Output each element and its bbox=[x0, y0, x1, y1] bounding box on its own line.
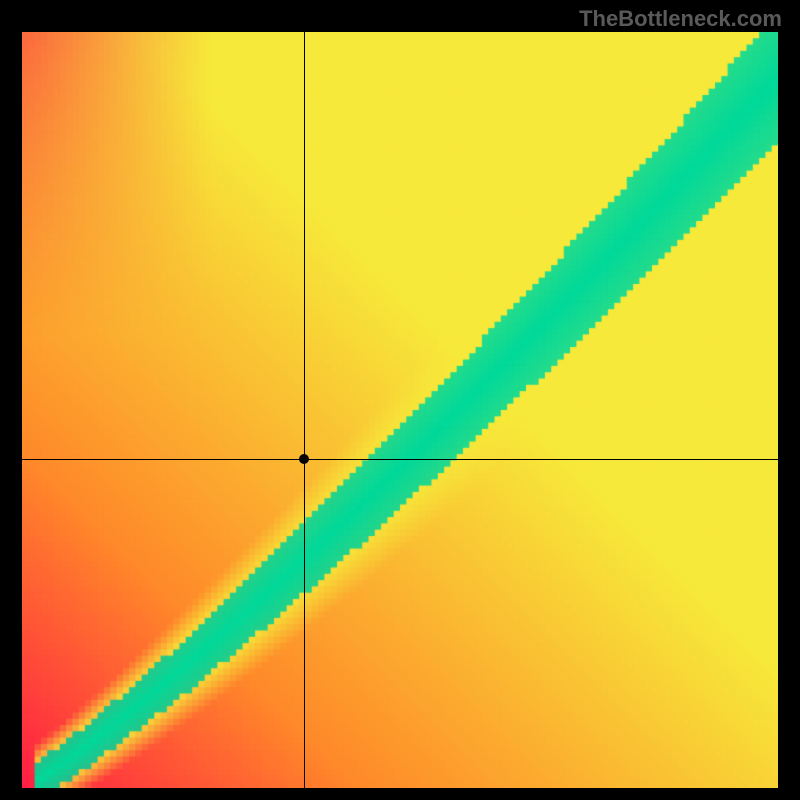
crosshair-horizontal bbox=[22, 459, 778, 460]
crosshair-vertical bbox=[304, 32, 305, 788]
plot-area bbox=[22, 32, 778, 788]
bottleneck-heatmap bbox=[22, 32, 778, 788]
marker-dot bbox=[299, 454, 309, 464]
watermark-text: TheBottleneck.com bbox=[579, 6, 782, 32]
